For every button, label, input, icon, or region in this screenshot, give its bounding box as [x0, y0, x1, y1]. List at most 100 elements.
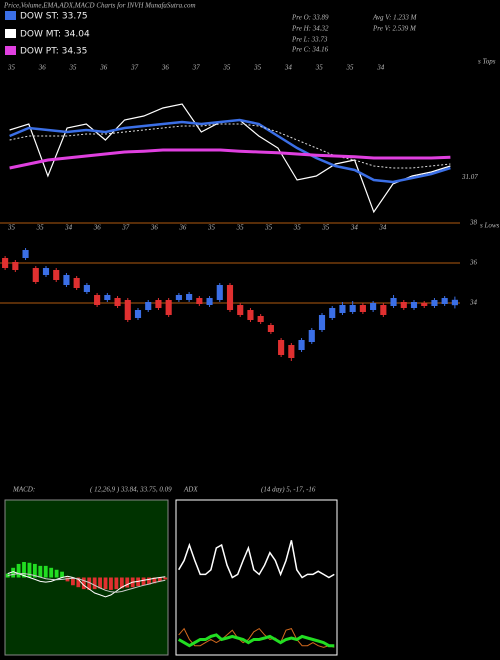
- series-line: [9, 118, 451, 184]
- annotation: 37: [121, 224, 129, 232]
- candle-body: [421, 303, 428, 306]
- candle-body: [42, 268, 50, 275]
- series-line: [7, 573, 166, 593]
- candle-body: [22, 250, 29, 258]
- lows-label: s Lows: [480, 222, 500, 230]
- candle-body: [431, 300, 438, 306]
- y-tick-label: 36: [469, 259, 478, 267]
- histogram-bar: [27, 562, 32, 578]
- annotation: 35: [236, 224, 245, 232]
- candle-body: [12, 262, 19, 270]
- annotation: 35: [222, 64, 231, 72]
- candle-body: [63, 275, 70, 285]
- series-line: [177, 633, 335, 648]
- histogram-bar: [22, 562, 26, 578]
- annotation: 35: [264, 224, 273, 232]
- annotation: 34: [378, 224, 387, 232]
- annotation: 36: [38, 64, 47, 72]
- candle-body: [175, 295, 182, 300]
- annotation: 35: [7, 224, 16, 232]
- candle-body: [370, 303, 377, 310]
- candle-body: [451, 299, 458, 306]
- stat: Pre V: 2.539 M: [372, 25, 417, 33]
- candle-body: [114, 298, 121, 306]
- legend-swatch: [5, 46, 16, 55]
- histogram-bar: [65, 577, 70, 582]
- candle-body: [329, 308, 336, 318]
- tops-label: s Tops: [478, 58, 496, 66]
- candle-body: [53, 270, 60, 280]
- annotation: 36: [161, 64, 170, 72]
- candle-body: [410, 302, 418, 308]
- series-line: [178, 627, 335, 648]
- candle-body: [380, 305, 387, 315]
- y-tick-label: 38: [469, 219, 478, 227]
- candle-body: [196, 298, 203, 304]
- candle-body: [298, 340, 305, 350]
- stat: Avg V: 1.233 M: [372, 14, 418, 22]
- series-line: [7, 571, 166, 598]
- stat: Pre O: 33.89: [291, 14, 329, 22]
- candle-body: [318, 315, 326, 330]
- legend-entry: DOW ST: 33.75: [20, 12, 88, 22]
- candle-body: [278, 340, 285, 355]
- annotation: 37: [130, 64, 139, 72]
- annotation: 36: [93, 224, 102, 232]
- candle-body: [2, 258, 9, 268]
- histogram-bar: [157, 577, 162, 582]
- histogram-bar: [147, 577, 151, 585]
- series-line: [9, 123, 451, 169]
- candle-body: [267, 325, 274, 332]
- histogram-bar: [71, 577, 75, 586]
- histogram-bar: [16, 563, 21, 578]
- candle-body: [83, 285, 90, 292]
- stat: Pre C: 34.16: [291, 46, 329, 54]
- annotation: 37: [192, 64, 201, 72]
- panel-background: [175, 499, 338, 656]
- histogram-bar: [49, 567, 54, 578]
- annotation: 34: [64, 224, 73, 232]
- panel-title: ADX: [183, 486, 198, 494]
- candle-body: [165, 300, 172, 315]
- histogram-bar: [125, 577, 130, 588]
- candle-body: [104, 295, 111, 300]
- candle-body: [145, 302, 152, 310]
- annotation: 35: [315, 64, 324, 72]
- histogram-bar: [163, 577, 168, 580]
- candle-body: [94, 295, 101, 305]
- candle-body: [257, 316, 264, 322]
- histogram-bar: [152, 577, 157, 584]
- legend-swatch: [5, 29, 16, 38]
- annotation: 34: [376, 64, 385, 72]
- histogram-bar: [87, 577, 92, 590]
- candle-body: [73, 278, 80, 288]
- histogram-bar: [32, 563, 37, 578]
- candle-body: [216, 285, 223, 300]
- annotation: 36: [178, 224, 187, 232]
- candle-body: [339, 305, 346, 313]
- annotation: 35: [321, 224, 330, 232]
- histogram-bar: [98, 577, 102, 589]
- annotation: 36: [99, 64, 108, 72]
- histogram-bar: [76, 577, 81, 588]
- histogram-bar: [43, 565, 48, 578]
- annotation: 36: [150, 224, 159, 232]
- y-tick-label: 34: [469, 299, 478, 307]
- annotation: 35: [207, 224, 216, 232]
- candle-body: [288, 345, 295, 358]
- candle-body: [359, 305, 366, 312]
- annotation: 35: [36, 224, 45, 232]
- histogram-bar: [109, 577, 113, 590]
- annotation: 35: [7, 64, 16, 72]
- candle-body: [32, 268, 39, 282]
- annotation: 35: [253, 64, 262, 72]
- candle-body: [226, 285, 234, 310]
- candle-body: [349, 305, 356, 312]
- stat: Pre H: 34.32: [291, 25, 329, 33]
- histogram-bar: [103, 577, 108, 590]
- histogram-bar: [11, 567, 16, 578]
- stat: Pre L: 33.73: [291, 36, 328, 44]
- histogram-bar: [119, 577, 124, 589]
